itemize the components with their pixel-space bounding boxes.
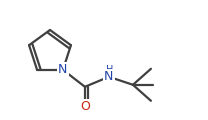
Text: H: H: [106, 65, 114, 75]
Text: N: N: [58, 63, 68, 76]
Text: O: O: [80, 100, 90, 113]
Text: N: N: [104, 70, 114, 83]
